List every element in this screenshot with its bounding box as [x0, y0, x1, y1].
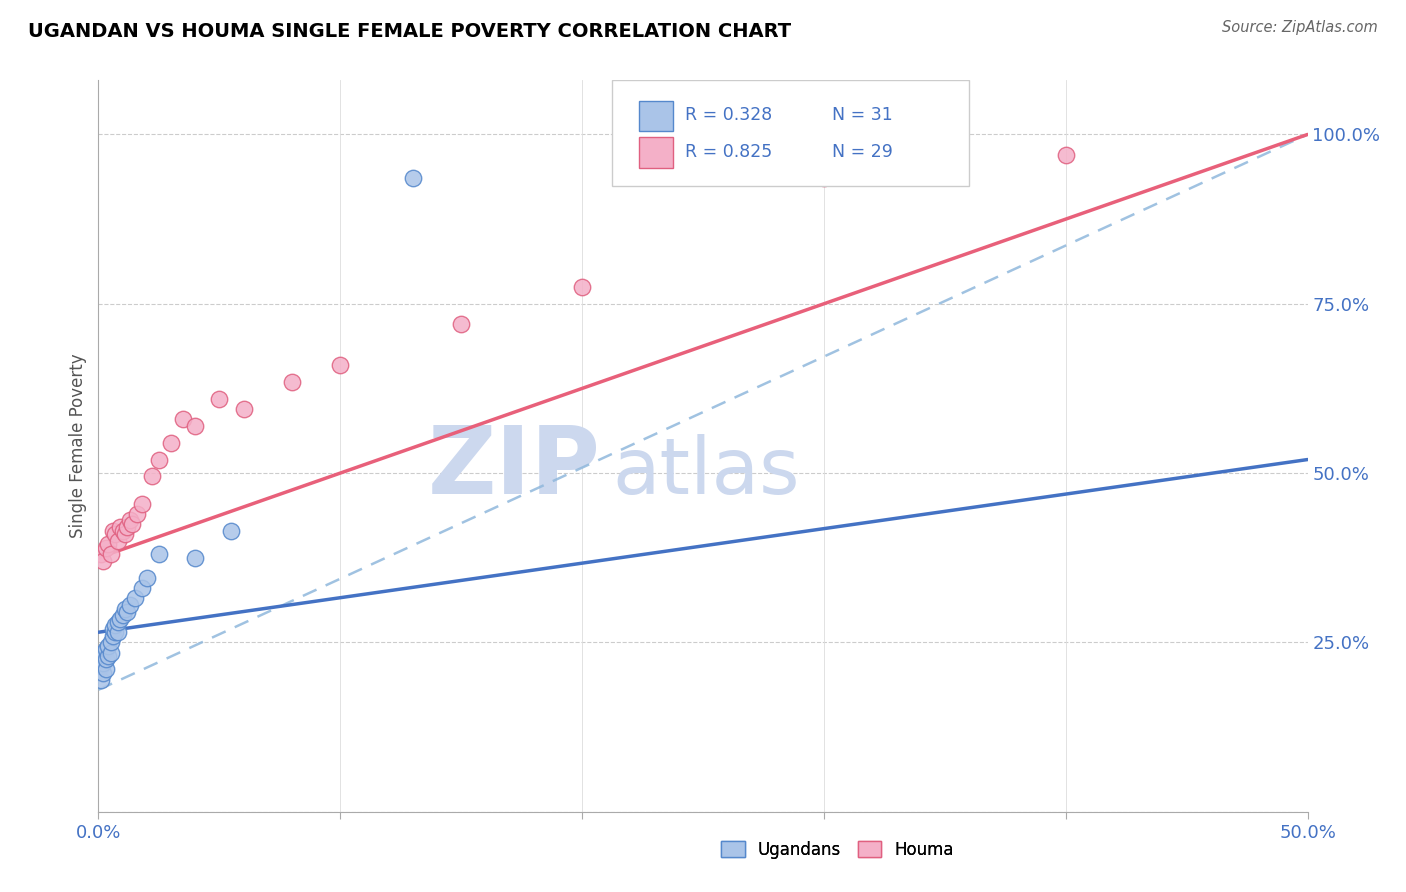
Point [1054, 148, 1077, 162]
Point [232, 401, 254, 416]
Point [91, 554, 114, 568]
Point [90, 673, 112, 687]
Point [107, 625, 129, 640]
Point [94, 642, 117, 657]
Point [101, 629, 124, 643]
FancyBboxPatch shape [638, 137, 672, 168]
Point [131, 497, 153, 511]
Text: atlas: atlas [612, 434, 800, 509]
Point [90, 652, 112, 666]
Point [97, 537, 120, 551]
Point [107, 615, 129, 629]
Point [90, 547, 112, 561]
Point [101, 524, 124, 538]
Text: Source: ZipAtlas.com: Source: ZipAtlas.com [1222, 20, 1378, 35]
Point [111, 608, 134, 623]
Point [148, 547, 170, 561]
Point [108, 520, 131, 534]
Point [91, 656, 114, 670]
Point [208, 392, 231, 406]
Point [100, 635, 122, 649]
Point [281, 375, 304, 389]
FancyBboxPatch shape [612, 80, 969, 186]
Point [160, 435, 183, 450]
Text: N = 29: N = 29 [832, 143, 893, 161]
Point [131, 581, 153, 595]
Point [111, 524, 134, 538]
Point [135, 571, 157, 585]
Point [94, 663, 117, 677]
Text: R = 0.825: R = 0.825 [685, 143, 772, 161]
Point [117, 605, 139, 619]
Point [118, 514, 141, 528]
Point [571, 280, 593, 294]
Point [148, 452, 170, 467]
Point [118, 598, 141, 612]
Point [94, 541, 117, 555]
Point [91, 646, 114, 660]
Point [97, 639, 120, 653]
Point [329, 358, 352, 372]
Text: UGANDAN VS HOUMA SINGLE FEMALE POVERTY CORRELATION CHART: UGANDAN VS HOUMA SINGLE FEMALE POVERTY C… [28, 22, 792, 41]
Point [184, 550, 207, 565]
Legend: Ugandans, Houma: Ugandans, Houma [714, 834, 960, 865]
Point [121, 516, 143, 531]
Point [127, 507, 149, 521]
Point [104, 527, 127, 541]
Point [107, 533, 129, 548]
Point [101, 622, 124, 636]
Point [108, 612, 131, 626]
Point [104, 618, 127, 632]
Y-axis label: Single Female Poverty: Single Female Poverty [69, 354, 87, 538]
Point [104, 625, 127, 640]
Point [813, 171, 835, 186]
Point [184, 418, 207, 433]
Point [91, 665, 114, 680]
Point [450, 317, 472, 331]
Point [100, 646, 122, 660]
Point [97, 648, 120, 663]
Text: ZIP: ZIP [427, 422, 600, 514]
Point [141, 469, 163, 483]
Text: R = 0.328: R = 0.328 [685, 106, 772, 124]
FancyBboxPatch shape [638, 101, 672, 131]
Point [114, 601, 136, 615]
Point [114, 527, 136, 541]
Point [94, 652, 117, 666]
Point [117, 520, 139, 534]
Text: N = 31: N = 31 [832, 106, 893, 124]
Point [402, 171, 425, 186]
Point [172, 412, 194, 426]
Point [221, 524, 243, 538]
Point [90, 659, 112, 673]
Point [124, 591, 146, 606]
Point [100, 547, 122, 561]
